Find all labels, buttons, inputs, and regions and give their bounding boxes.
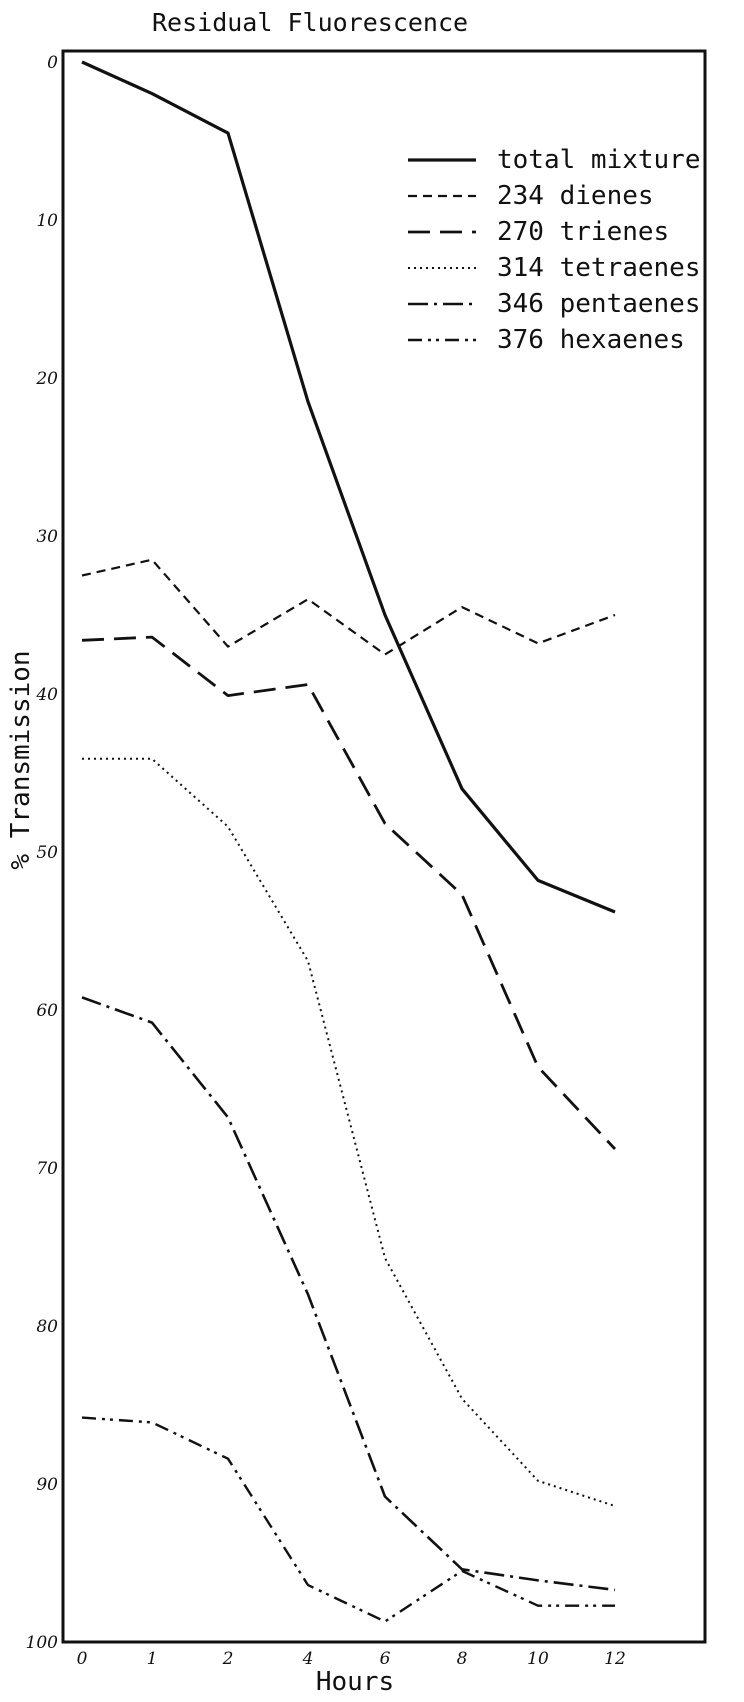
x-tick-label: 12 <box>604 1649 626 1669</box>
y-tick-label: 70 <box>36 1159 58 1179</box>
series-line-3 <box>81 635 617 1150</box>
x-tick-label: 1 <box>147 1649 158 1669</box>
y-tick-label: 0 <box>47 53 58 73</box>
y-tick-label: 50 <box>36 843 58 863</box>
legend-label: 346 pentaenes <box>497 289 701 319</box>
x-tick-label: 4 <box>302 1649 314 1669</box>
y-tick-label: 90 <box>36 1475 58 1495</box>
series-line-1 <box>81 60 616 914</box>
y-tick-label: 10 <box>36 211 58 231</box>
y-tick-label: 30 <box>36 527 58 547</box>
y-tick-label: 80 <box>36 1317 58 1337</box>
legend-label: 376 hexaenes <box>497 325 685 355</box>
series-layer <box>81 60 617 1623</box>
legend-label: 270 trienes <box>497 217 669 247</box>
chart-title: Residual Fluorescence <box>152 8 468 37</box>
series-line-2 <box>81 558 616 656</box>
y-axis-label: % Transmission <box>6 650 36 869</box>
legend-label: 314 tetraenes <box>497 253 701 283</box>
y-tick-label: 60 <box>36 1001 58 1021</box>
series-line-4 <box>82 757 616 1508</box>
series-line-5 <box>81 996 616 1592</box>
x-tick-label: 0 <box>77 1649 88 1669</box>
legend-label: total mixture <box>497 145 701 175</box>
y-tick-label: 100 <box>26 1633 59 1653</box>
x-axis-ticks: 0 1 2 4 6 8 10 12 <box>77 1649 626 1669</box>
x-tick-label: 6 <box>380 1649 391 1669</box>
x-tick-label: 8 <box>457 1649 468 1669</box>
y-tick-label: 40 <box>35 685 58 705</box>
y-axis-ticks: 0 10 20 30 40 50 60 70 80 90 100 <box>26 53 59 1653</box>
x-tick-label: 2 <box>222 1649 234 1669</box>
legend: total mixture 234 dienes 270 trienes 314 te… <box>408 145 701 355</box>
x-axis-label: Hours <box>316 1667 394 1697</box>
plot-frame <box>61 49 707 1644</box>
legend-label: 234 dienes <box>497 181 654 211</box>
series-line-6 <box>81 1416 615 1623</box>
y-tick-label: 20 <box>35 369 58 389</box>
x-tick-label: 10 <box>527 1649 549 1669</box>
